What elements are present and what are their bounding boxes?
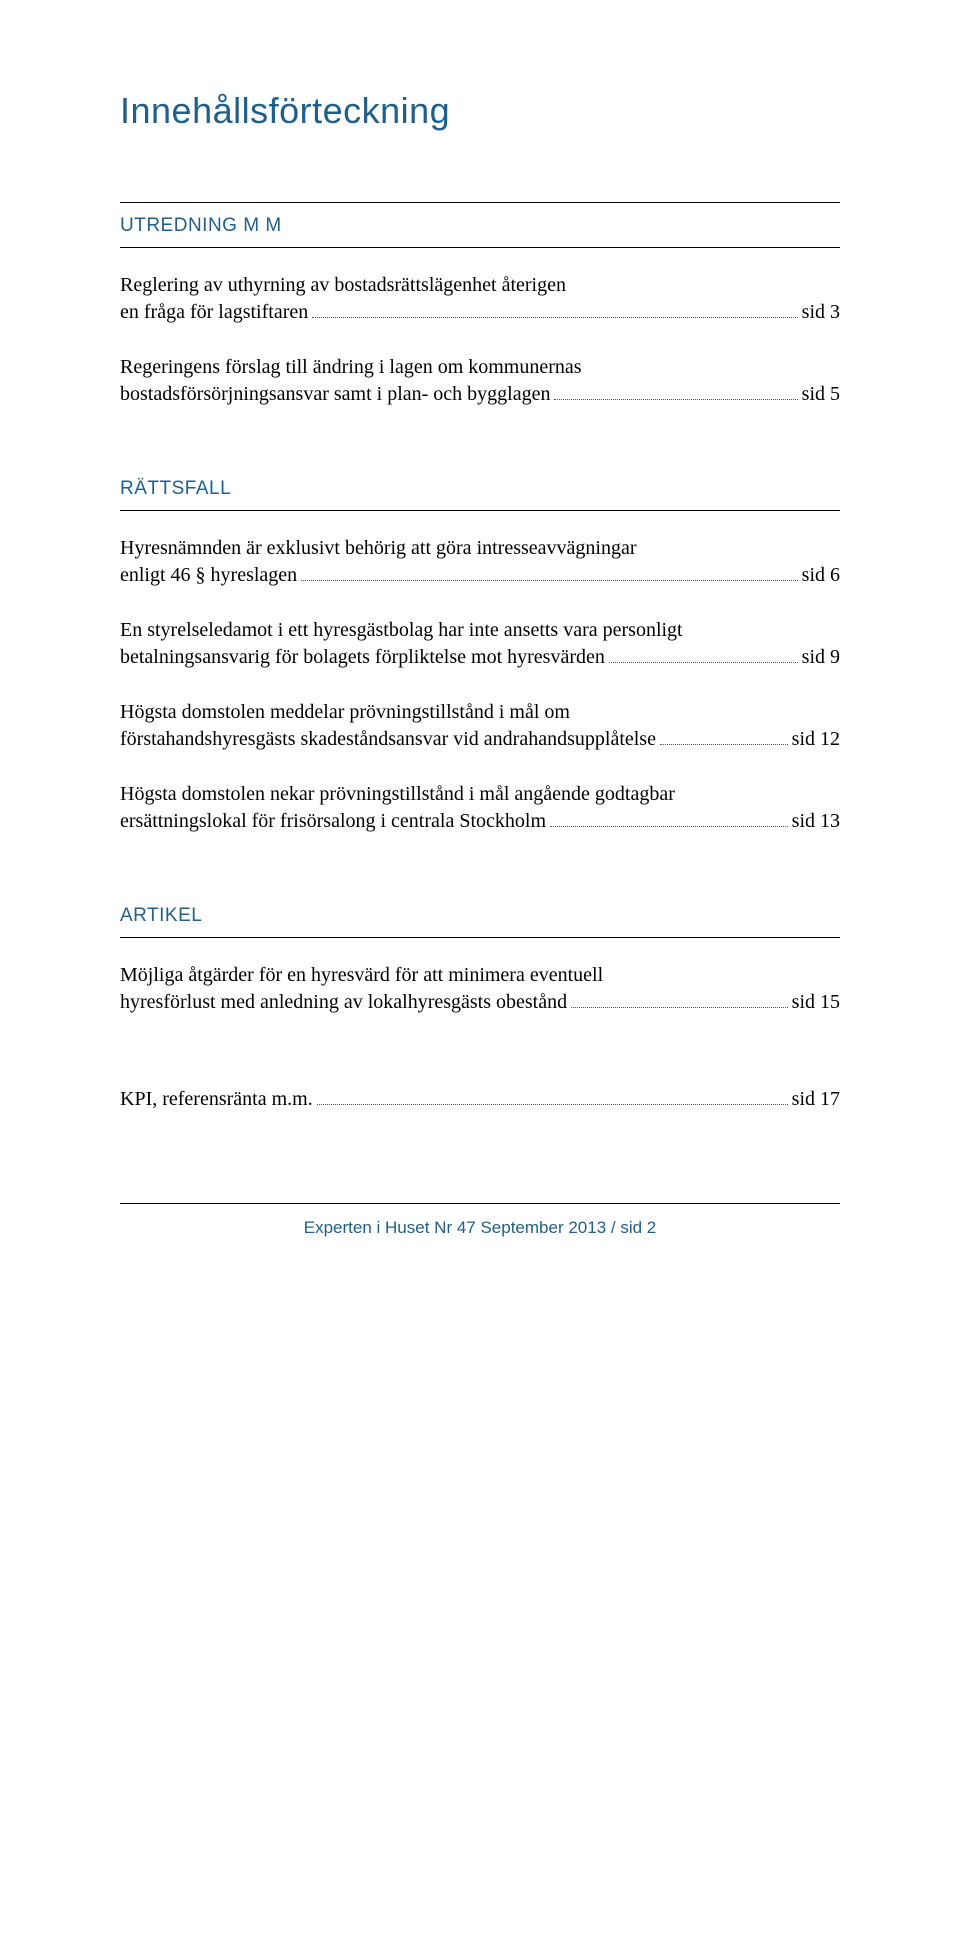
- toc-page-ref: sid 12: [792, 726, 840, 753]
- toc-text-line: Regeringens förslag till ändring i lagen…: [120, 354, 840, 381]
- toc-text-line: bostadsförsörjningsansvar samt i plan- o…: [120, 381, 550, 408]
- toc-entry: Regeringens förslag till ändring i lagen…: [120, 354, 840, 408]
- toc-text-line: enligt 46 § hyreslagen: [120, 562, 297, 589]
- footer-rule: Experten i Huset Nr 47 September 2013 / …: [120, 1203, 840, 1238]
- toc-text-line: Reglering av uthyrning av bostadsrättslä…: [120, 272, 840, 299]
- section-heading: UTREDNING M M: [120, 202, 840, 248]
- toc-text-line: Högsta domstolen nekar prövningstillstån…: [120, 781, 840, 808]
- toc-entry: Möjliga åtgärder för en hyresvärd för at…: [120, 962, 840, 1016]
- tail-entry-block: KPI, referensränta m.m. sid 17: [120, 1086, 840, 1113]
- toc-text-line: en fråga för lagstiftaren: [120, 299, 308, 326]
- toc-text-line: hyresförlust med anledning av lokalhyres…: [120, 989, 567, 1016]
- dot-leader: [554, 384, 797, 400]
- section-heading: ARTIKEL: [120, 905, 840, 938]
- toc-entry: En styrelseledamot i ett hyresgästbolag …: [120, 617, 840, 671]
- toc-entry: Högsta domstolen nekar prövningstillstån…: [120, 781, 840, 835]
- toc-page-ref: sid 9: [802, 644, 840, 671]
- dot-leader: [571, 992, 788, 1008]
- toc-page-ref: sid 5: [802, 381, 840, 408]
- section-artikel: ARTIKEL Möjliga åtgärder för en hyresvär…: [120, 905, 840, 1016]
- toc-text-line: ersättningslokal för frisörsalong i cent…: [120, 808, 546, 835]
- dot-leader: [301, 565, 797, 581]
- section-rattsfall: RÄTTSFALL Hyresnämnden är exklusivt behö…: [120, 478, 840, 835]
- toc-entry: Högsta domstolen meddelar prövningstills…: [120, 699, 840, 753]
- toc-text-line: Högsta domstolen meddelar prövningstills…: [120, 699, 840, 726]
- toc-text-line: KPI, referensränta m.m.: [120, 1086, 313, 1113]
- toc-text-line: En styrelseledamot i ett hyresgästbolag …: [120, 617, 840, 644]
- toc-page-ref: sid 15: [792, 989, 840, 1016]
- toc-text-line: betalningsansvarig för bolagets förplikt…: [120, 644, 605, 671]
- page-title: Innehållsförteckning: [120, 90, 840, 132]
- section-utredning: UTREDNING M M Reglering av uthyrning av …: [120, 202, 840, 408]
- toc-page-ref: sid 6: [802, 562, 840, 589]
- toc-text-line: Hyresnämnden är exklusivt behörig att gö…: [120, 535, 840, 562]
- toc-entry: Reglering av uthyrning av bostadsrättslä…: [120, 272, 840, 326]
- document-page: Innehållsförteckning UTREDNING M M Regle…: [0, 0, 960, 1939]
- footer-text: Experten i Huset Nr 47 September 2013 / …: [120, 1218, 840, 1238]
- toc-entry: KPI, referensränta m.m. sid 17: [120, 1086, 840, 1113]
- dot-leader: [609, 647, 798, 663]
- dot-leader: [312, 302, 797, 318]
- toc-page-ref: sid 13: [792, 808, 840, 835]
- toc-page-ref: sid 17: [792, 1086, 840, 1113]
- dot-leader: [660, 729, 788, 745]
- toc-text-line: förstahandshyresgästs skadeståndsansvar …: [120, 726, 656, 753]
- toc-page-ref: sid 3: [802, 299, 840, 326]
- toc-text-line: Möjliga åtgärder för en hyresvärd för at…: [120, 962, 840, 989]
- section-heading: RÄTTSFALL: [120, 478, 840, 511]
- dot-leader: [550, 811, 788, 827]
- dot-leader: [317, 1089, 788, 1105]
- toc-entry: Hyresnämnden är exklusivt behörig att gö…: [120, 535, 840, 589]
